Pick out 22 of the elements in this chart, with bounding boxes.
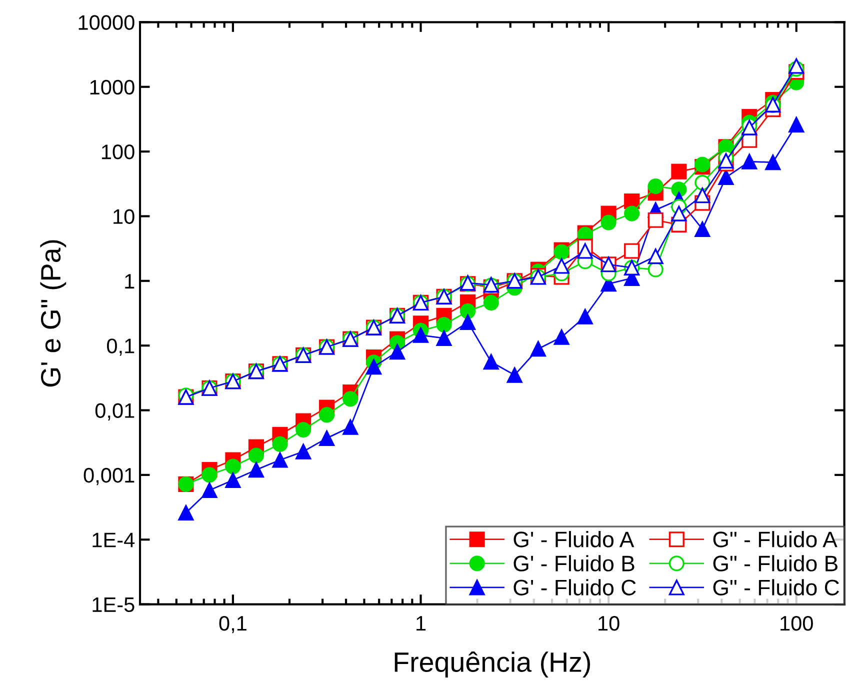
x-tick-label: 0,1 (219, 616, 246, 634)
x-tick-label: 100 (780, 616, 813, 631)
x-tick-label: 10 (598, 616, 620, 631)
y-tick-label: 10000 (78, 15, 134, 30)
legend-label: G" - Fluido A (713, 531, 838, 548)
x-tick-label: 1 (416, 616, 426, 631)
y-tick-label: 1E-4 (92, 532, 135, 548)
y-tick-label: 0,1 (107, 338, 134, 356)
legend-label: G' - Fluido B (514, 555, 634, 572)
y-tick-label: 0,01 (95, 403, 134, 420)
y-tick-label: 100 (102, 144, 134, 160)
y-tick-label: 1 (125, 274, 134, 288)
y-tick-label: 1E-5 (92, 598, 134, 612)
y-axis-title: G' e G" (Pa) (40, 240, 66, 387)
legend-label: G" - Fluido C (713, 579, 840, 596)
y-tick-label: 10 (114, 209, 134, 224)
legend-label: G' - Fluido A (514, 531, 634, 548)
x-axis-title: Frequência (Hz) (394, 651, 590, 678)
y-tick-label: 1000 (90, 80, 134, 95)
legend-label: G' - Fluido C (514, 579, 636, 596)
y-tick-label: 0,001 (84, 468, 134, 486)
legend-label: G" - Fluido B (713, 555, 838, 572)
